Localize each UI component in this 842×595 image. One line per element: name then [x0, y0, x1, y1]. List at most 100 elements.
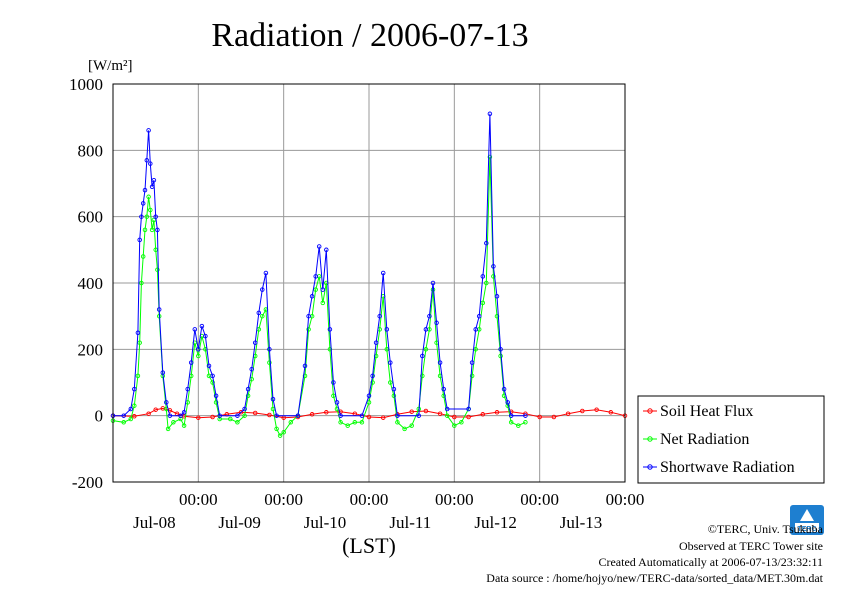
data-point-shortwave-radiation — [155, 227, 160, 233]
data-point-shortwave-radiation — [132, 386, 137, 392]
x-tick-date-label: Jul-13 — [560, 513, 603, 532]
data-point-shortwave-radiation — [334, 400, 340, 405]
data-point-net-radiation — [523, 420, 528, 425]
axis-labels: -2000200400600800100000:00Jul-0800:00Jul… — [69, 75, 644, 532]
x-tick-date-label: Jul-09 — [218, 513, 261, 532]
legend-item-soil-heat-flux: Soil Heat Flux — [643, 403, 753, 420]
data-point-shortwave-radiation — [388, 360, 393, 365]
data-point-soil-heat-flux — [580, 408, 585, 414]
data-point-net-radiation — [444, 413, 450, 418]
data-point-shortwave-radiation — [441, 386, 446, 392]
y-tick-label: 1000 — [69, 75, 103, 94]
data-point-soil-heat-flux — [594, 407, 599, 412]
data-point-shortwave-radiation — [256, 310, 262, 316]
plot-area-frame — [112, 83, 626, 483]
data-point-net-radiation — [242, 413, 247, 418]
data-point-shortwave-radiation — [434, 320, 439, 326]
data-point-net-radiation — [165, 426, 171, 432]
data-point-shortwave-radiation — [373, 340, 379, 345]
data-point-soil-heat-flux — [551, 414, 557, 420]
data-point-shortwave-radiation — [302, 363, 308, 369]
data-point-net-radiation — [508, 420, 514, 425]
data-point-net-radiation — [420, 373, 425, 379]
data-point-net-radiation — [228, 416, 233, 422]
legend-item-shortwave-radiation: Shortwave Radiation — [643, 459, 795, 476]
data-point-shortwave-radiation — [242, 406, 247, 412]
data-point-shortwave-radiation — [427, 313, 432, 319]
data-point-shortwave-radiation — [151, 177, 157, 183]
x-tick-time-label: 00:00 — [606, 490, 645, 509]
series-net-radiation — [110, 154, 528, 438]
data-point-net-radiation — [423, 347, 429, 352]
data-point-shortwave-radiation — [217, 413, 222, 418]
data-point-shortwave-radiation — [491, 264, 496, 269]
y-tick-label: 600 — [78, 208, 104, 227]
data-point-soil-heat-flux — [153, 407, 158, 412]
data-point-net-radiation — [281, 430, 286, 435]
data-point-net-radiation — [452, 423, 457, 428]
created-timestamp-text: Created Automatically at 2006-07-13/23:3… — [598, 555, 823, 569]
data-point-shortwave-radiation — [213, 393, 219, 399]
y-tick-label: 400 — [78, 274, 104, 293]
data-point-soil-heat-flux — [480, 412, 486, 417]
x-tick-time-label: 00:00 — [179, 490, 218, 509]
chart-title: Radiation / 2006-07-13 — [211, 17, 528, 54]
data-point-shortwave-radiation — [309, 294, 315, 299]
data-point-shortwave-radiation — [316, 244, 322, 249]
data-point-net-radiation — [274, 426, 279, 432]
y-tick-label: -200 — [72, 473, 103, 492]
data-point-soil-heat-flux — [537, 414, 542, 420]
data-point-shortwave-radiation — [505, 400, 510, 405]
data-point-net-radiation — [128, 416, 134, 422]
data-point-net-radiation — [345, 423, 350, 428]
data-point-soil-heat-flux — [132, 414, 137, 419]
data-point-net-radiation — [491, 274, 496, 279]
data-point-net-radiation — [395, 420, 400, 425]
data-point-net-radiation — [181, 423, 187, 428]
legend-swatch-marker — [647, 464, 653, 470]
data-point-net-radiation — [288, 420, 294, 425]
data-point-net-radiation — [480, 300, 486, 306]
data-point-shortwave-radiation — [377, 313, 382, 319]
data-point-shortwave-radiation — [384, 327, 390, 332]
data-point-shortwave-radiation — [235, 413, 240, 418]
data-point-shortwave-radiation — [140, 201, 146, 206]
data-point-net-radiation — [391, 393, 397, 399]
y-tick-label: 800 — [78, 141, 104, 160]
data-point-soil-heat-flux — [494, 410, 500, 415]
data-point-shortwave-radiation — [164, 400, 169, 405]
data-point-shortwave-radiation — [391, 386, 397, 392]
data-point-soil-heat-flux — [452, 414, 457, 420]
data-point-net-radiation — [331, 393, 336, 399]
data-point-net-radiation — [459, 420, 464, 425]
data-point-shortwave-radiation — [359, 413, 365, 418]
data-point-shortwave-radiation — [380, 270, 386, 276]
data-point-shortwave-radiation — [306, 313, 311, 319]
data-point-net-radiation — [132, 403, 137, 408]
data-point-soil-heat-flux — [196, 415, 201, 420]
data-point-soil-heat-flux — [324, 410, 329, 415]
data-point-net-radiation — [338, 420, 343, 425]
data-point-shortwave-radiation — [178, 413, 183, 418]
data-point-shortwave-radiation — [395, 413, 400, 418]
data-point-net-radiation — [352, 420, 358, 425]
legend-swatch-marker — [647, 436, 653, 442]
x-tick-time-label: 00:00 — [264, 490, 303, 509]
data-point-net-radiation — [210, 380, 215, 385]
data-point-shortwave-radiation — [469, 360, 475, 365]
data-point-shortwave-radiation — [199, 323, 205, 329]
data-point-shortwave-radiation — [366, 393, 372, 399]
data-point-shortwave-radiation — [245, 386, 251, 392]
data-point-soil-heat-flux — [146, 411, 151, 416]
data-point-net-radiation — [146, 194, 151, 200]
legend: Soil Heat Flux Net Radiation Shortwave Rad… — [637, 395, 825, 484]
data-point-shortwave-radiation — [420, 353, 425, 359]
data-point-net-radiation — [148, 207, 153, 213]
data-point-shortwave-radiation — [156, 307, 162, 312]
data-point-net-radiation — [320, 300, 326, 306]
data-point-shortwave-radiation — [295, 413, 301, 418]
data-point-shortwave-radiation — [142, 187, 148, 193]
x-tick-time-label: 00:00 — [435, 490, 474, 509]
data-point-shortwave-radiation — [487, 111, 493, 117]
